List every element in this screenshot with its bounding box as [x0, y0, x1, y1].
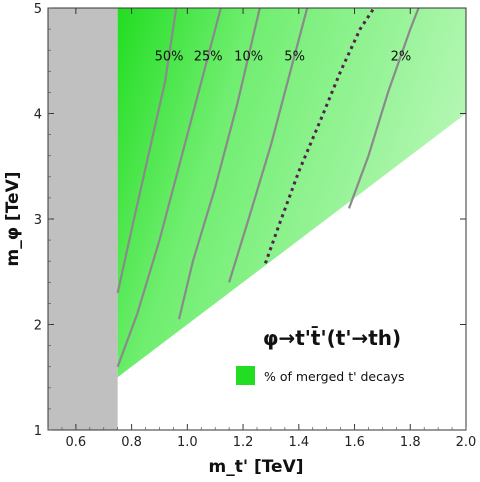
- x-tick-label: 2.0: [456, 435, 477, 450]
- excluded-region: [48, 8, 118, 430]
- dashed-contour-line: [263, 8, 376, 264]
- x-tick-label: 1.2: [233, 435, 254, 450]
- x-axis-title: m_t' [TeV]: [208, 457, 303, 477]
- contour-line-2: [177, 8, 261, 320]
- y-axis-title: m_φ [TeV]: [3, 172, 23, 267]
- contour-line-1: [116, 8, 222, 368]
- x-tick-label: 1.6: [344, 435, 365, 450]
- y-tick-label: 3: [34, 213, 42, 228]
- contour-lines: [116, 8, 420, 368]
- x-tick-label: 1.0: [177, 435, 198, 450]
- x-tick-label: 0.6: [66, 435, 87, 450]
- contour-line-4: [347, 8, 420, 209]
- y-tick-label: 4: [34, 108, 42, 123]
- legend-swatch: [236, 366, 255, 385]
- contour-label: 25%: [194, 49, 223, 64]
- contour-line-0: [116, 8, 178, 294]
- contour-line-3: [228, 8, 309, 283]
- contour-label: 10%: [234, 49, 263, 64]
- y-tick-label: 2: [34, 319, 42, 334]
- legend-label: % of merged t' decays: [264, 369, 405, 384]
- x-tick-label: 1.4: [288, 435, 309, 450]
- contour-label: 50%: [155, 49, 184, 64]
- x-tick-label: 0.8: [121, 435, 142, 450]
- contour-label: 5%: [284, 49, 305, 64]
- allowed-region: [117, 8, 466, 378]
- plot-area: [48, 8, 466, 430]
- process-label: φ→t't̄'(t'→th): [263, 326, 401, 350]
- x-tick-label: 1.8: [400, 435, 421, 450]
- contour-labels: 50% 25% 10% 5% 2%: [155, 49, 412, 64]
- axes: 0.6 0.8 1.0 1.2 1.4 1.6 1.8 2.0 1 2 3 4 5: [34, 2, 477, 450]
- y-tick-label: 1: [34, 424, 42, 439]
- y-tick-label: 5: [34, 2, 42, 17]
- contour-label: 2%: [391, 49, 412, 64]
